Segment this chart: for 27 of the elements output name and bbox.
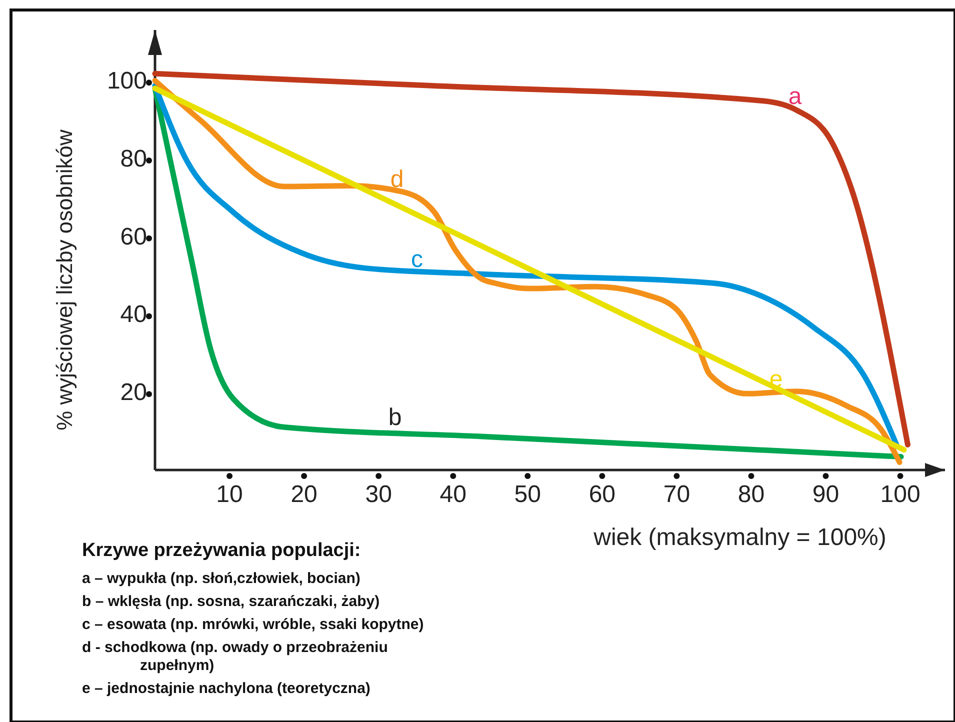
text: Krzywe przeżywania populacji: xyxy=(82,540,361,561)
x-tick-label: 50 xyxy=(514,481,541,508)
series-label: b xyxy=(388,404,402,431)
x-tick-label: 100 xyxy=(880,481,920,508)
x-tick-label: 60 xyxy=(588,481,616,508)
series-label: c xyxy=(411,246,423,273)
y-tick-label: 40 xyxy=(120,301,147,328)
text: e – jednostajnie nachylona (teoretyczna) xyxy=(82,680,370,697)
text: a – wypukła (np. słoń,człowiek, bocian) xyxy=(82,570,360,587)
y-tick-label: 60 xyxy=(120,223,147,250)
text: d - schodkowa (np. owady o przeobrażeniu zupełnym) xyxy=(82,639,388,674)
x-tick-label: 80 xyxy=(738,481,765,508)
y-tick-label: 20 xyxy=(120,379,147,406)
text: b – wklęsła (np. sosna, szarańczaki, żaby) xyxy=(82,593,380,610)
y-axis-title: % wyjściowej liczby osobników xyxy=(52,130,77,430)
x-tick-label: 20 xyxy=(290,481,318,508)
x-tick-label: 40 xyxy=(440,481,466,508)
y-tick-label: 100 xyxy=(106,68,147,95)
x-tick-label: 90 xyxy=(812,481,840,508)
y-tick-label: 80 xyxy=(120,145,147,172)
text: c – esowata (np. mrówki, wróble, ssaki kopytne) xyxy=(82,616,424,633)
x-tick-label: 30 xyxy=(365,481,392,508)
series-label: a xyxy=(788,83,802,110)
series-label: d xyxy=(390,166,404,193)
x-axis-title: wiek (maksymalny = 100%) xyxy=(592,524,886,551)
x-tick-label: 10 xyxy=(216,481,243,508)
x-tick-label: 70 xyxy=(663,481,690,508)
